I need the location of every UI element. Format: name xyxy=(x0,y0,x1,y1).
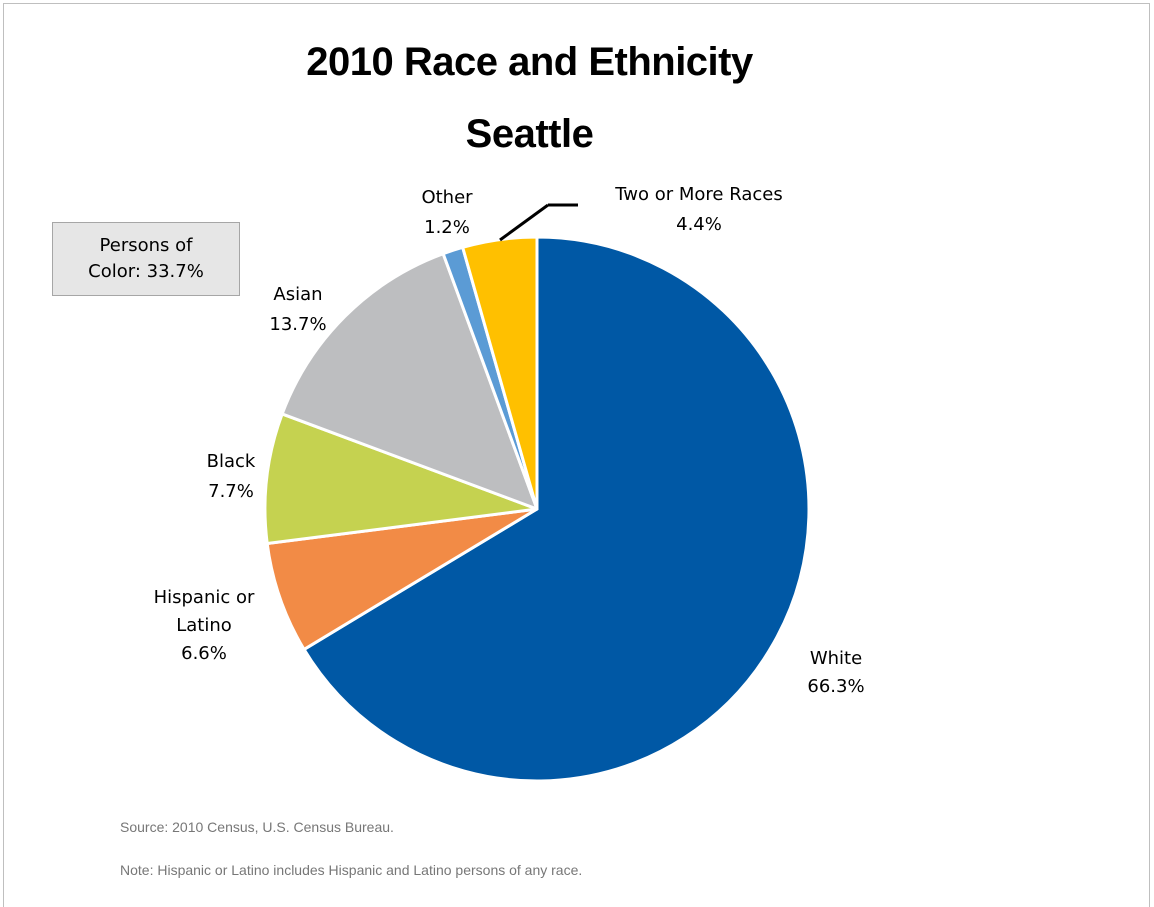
label-two-or-more-name: Two or More Races xyxy=(614,184,782,205)
chart-title: 2010 Race and Ethnicity xyxy=(306,40,753,84)
label-black-name: Black xyxy=(207,451,256,472)
slice-two-or-more-races xyxy=(461,235,539,511)
label-other-value: 1.2% xyxy=(424,217,470,238)
label-white-name: White xyxy=(810,648,862,669)
callout-line-2: Color: 33.7% xyxy=(88,261,204,282)
slice-white xyxy=(302,235,811,783)
slice-black xyxy=(263,412,539,546)
label-hispanic-name-2: Latino xyxy=(176,615,232,636)
chart-subtitle: Seattle xyxy=(465,112,594,156)
callout-line-1: Persons of xyxy=(99,235,193,256)
label-asian-name: Asian xyxy=(273,284,322,305)
label-white-value: 66.3% xyxy=(807,676,864,697)
label-hispanic-name-1: Hispanic or xyxy=(154,587,255,608)
footnote: Note: Hispanic or Latino includes Hispan… xyxy=(120,862,583,878)
chart-frame xyxy=(3,3,1150,907)
source-note: Source: 2010 Census, U.S. Census Bureau. xyxy=(120,819,394,835)
slice-hispanic-or-latino xyxy=(265,507,539,651)
label-asian-value: 13.7% xyxy=(269,314,326,335)
label-two-or-more-value: 4.4% xyxy=(676,214,722,235)
two-or-more-leader-line xyxy=(499,203,549,242)
label-hispanic-value: 6.6% xyxy=(181,643,227,664)
pie-slices xyxy=(263,235,811,783)
slice-asian xyxy=(280,252,539,511)
persons-of-color-callout: Persons of Color: 33.7% xyxy=(52,222,240,296)
label-black-value: 7.7% xyxy=(208,481,254,502)
label-other-name: Other xyxy=(421,187,473,208)
